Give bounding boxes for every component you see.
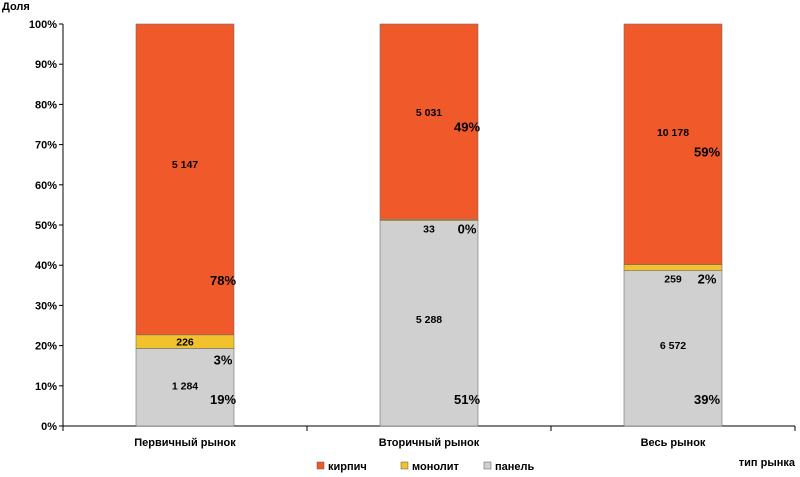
y-tick-label: 60% [35,180,57,192]
bar-segment-panel [379,220,479,427]
percent-label: 78% [210,273,236,288]
value-label: 1 284 [172,381,198,393]
y-tick-label: 30% [35,300,57,312]
y-ticks: 0% 10% 20% 30% 40% 50% 60% 70% 80% 90% 100% [29,19,63,433]
y-tick-label: 100% [29,19,57,31]
value-label: 5 147 [172,159,198,171]
legend-swatch [400,461,409,470]
value-label: 6 572 [660,340,686,352]
percent-label: 2% [698,272,717,287]
value-label: 33 [423,224,435,236]
value-label: 10 178 [657,127,689,139]
percent-label: 59% [694,144,720,159]
y-tick-label: 80% [35,99,57,111]
legend-swatch [316,461,325,470]
percent-label: 0% [458,222,477,237]
percent-label: 3% [214,352,233,367]
percent-label: 49% [454,119,480,134]
y-axis-label: Доля [2,1,30,13]
bar-segment-monolith [623,264,723,271]
bar-segment-brick [623,23,723,265]
y-tick-label: 20% [35,341,57,353]
legend-swatch [483,461,492,470]
legend: кирпич монолит панель [316,461,535,473]
y-tick-label: 90% [35,59,57,71]
category-label: Первичный рынок [134,437,236,449]
y-tick-label: 70% [35,140,57,152]
value-label: 226 [176,337,194,349]
value-label: 5 288 [416,314,442,326]
legend-label: панель [495,461,535,473]
value-label: 259 [664,274,682,286]
percent-label: 39% [694,392,720,407]
legend-label: кирпич [328,461,367,473]
category-labels: Первичный рынок Вторичный рынок Весь рынок [62,426,796,449]
bar-segment-panel [135,348,235,427]
percent-label: 51% [454,392,480,407]
legend-label: монолит [412,461,460,473]
bar-segment-brick [379,23,479,220]
x-axis-label: тип рынка [739,457,796,469]
percent-label: 19% [210,392,236,407]
y-tick-label: 0% [41,421,57,433]
y-tick-label: 10% [35,381,57,393]
y-tick-label: 40% [35,260,57,272]
value-label: 5 031 [416,107,442,119]
y-tick-label: 50% [35,220,57,232]
bar-segment-panel [623,270,723,427]
category-label: Весь рынок [641,437,706,449]
bar-segment-brick [135,23,235,336]
category-label: Вторичный рынок [379,437,480,449]
bars: 1 284 19% 226 3% 5 147 78% 5 288 51% 33 0% 5 031 49… [135,23,723,427]
